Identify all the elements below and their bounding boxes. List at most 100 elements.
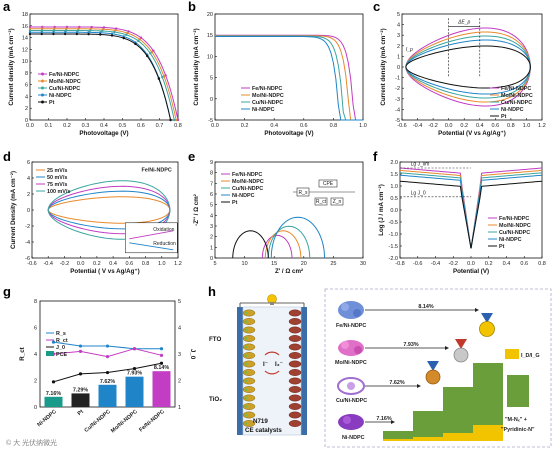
jv-curve-Cu/Ni-NDPC [215,35,363,121]
x-axis-label: Potential (V) [453,268,489,275]
line-marker [51,340,56,344]
x-tick-label: -0.2 [60,261,69,267]
dye-dot [244,413,248,417]
jv-marker [99,33,102,36]
y-axis-label: Current density (mA cm⁻²) [380,28,387,105]
x-tick-label: -0.2 [449,261,458,267]
jv-marker [28,32,32,36]
jv-marker [63,31,67,34]
tio2-particle [242,369,256,376]
y-axis-right-label: J_0 [189,349,196,360]
dye-dot [244,320,248,323]
legend-entry: Mo/Ni-NDPC [499,223,531,229]
ce-particle [288,377,302,385]
tio2-particle [242,343,256,351]
x-tick-label: 0.8 [174,123,182,129]
panel-h: h I⁻ I₃⁻ FTO TiO₂ N719 CE catalysts Fe/N… [208,284,552,448]
panel-a: a 0.0 0.1 0.2 0.3 0.4 0.5 0.6 0.7 0.8 0 2 4 6 8 10 12 14… [3,0,182,137]
annotation-lg-j0: Lg J_0 [411,190,426,196]
pce-label: 8.14% [418,304,433,310]
legend-entry: Fe/Ni-NDPC [501,86,531,92]
ce-particle [288,318,302,325]
y-tick-label: 5 [210,76,213,82]
material-blob-cu [337,377,365,395]
label-fto: FTO [209,336,221,343]
arrow-head-icon [475,308,479,312]
y-tick-label: -1 [395,76,400,82]
jv-marker [122,35,125,38]
x-tick-label: 1.0 [359,123,367,129]
y-tick-label: 1 [210,245,213,251]
pce-label: 7.16% [376,416,391,422]
x-tick-label: -0.6 [27,261,36,267]
legend-entry: Mo/Ni-NDPC [252,93,284,99]
legend-marker [41,86,44,90]
category-label: Mo/Ni-NDPC [110,409,139,434]
y-tick-label: 7 [210,181,213,187]
jv-marker [64,29,68,32]
pce-label: 7.62% [389,380,404,386]
y-tick-label: 6 [25,83,28,89]
y-axis-label: Current Density (mA cm⁻²) [10,171,17,249]
x-tick-label: 0.5 [119,123,127,129]
legend-marker [41,79,44,83]
legend-entry: PCE [56,352,67,358]
x-axis-label: Potential (V vs Ag/Ag⁺) [438,130,506,137]
jv-marker [169,118,172,122]
x-tick-label: 0.8 [507,123,515,129]
jv-marker [63,32,67,36]
x-tick-label: 20 [301,261,307,267]
legend-entry: Fe/Ni-NDPC [499,216,529,222]
jv-marker [122,36,125,40]
legend-entry: Pt [499,244,505,250]
ce-particle [288,386,302,393]
y-right-tick: 4 [178,326,181,332]
nyquist-arc-Pt [232,230,269,259]
y-tick-label: -2 [25,224,30,230]
plot-frame [214,161,364,259]
x-tick-label: -0.8 [395,261,404,267]
x-tick-label: 0.6 [126,261,134,267]
label-tio2: TiO₂ [209,396,222,403]
jv-marker [137,39,140,43]
tio2-particle [242,318,256,325]
y-tick-label: 10 [22,59,28,65]
jv-marker [139,36,143,39]
legend-entry: Ni-NDPC [499,237,522,243]
material-label-mo: Mo/Ni-NDPC [335,360,367,366]
jv-marker [75,31,79,34]
circuit-rct [314,197,328,206]
legend-entry: Pt [232,200,238,206]
x-tick-label: 0.2 [241,123,249,129]
legend-entry: Fe/Ni-NDPC [232,172,262,178]
legend-entry: Cu/Ni-NDPC [49,86,80,92]
label-n719: N719 [253,418,268,425]
label-i3-minus: I₃⁻ [275,361,283,368]
y-tick-label: 18 [22,12,28,18]
y-tick-label: 4 [210,213,213,219]
ce-particle [288,411,302,419]
legend-entry: Cu/Ni-NDPC [232,186,263,192]
jv-marker [176,118,180,122]
panel-f: f -0.8 -0.6 -0.4 -0.2 0.0 0.2 0.4 0.6 0.8 -2.0 -1.… [373,149,546,275]
line-marker [78,349,83,353]
jv-marker [41,25,44,29]
panel-label-h: h [208,284,216,299]
y-tick-label: 14 [22,36,28,42]
material-blob-mo [338,340,364,356]
dye-dot [244,371,248,374]
x-tick-label: 0.0 [467,261,475,267]
y-tick-label: 0 [210,256,213,262]
x-tick-label: 0.6 [520,261,528,267]
y-tick-label: 0.0 [390,208,398,214]
ce-particle [288,343,302,351]
y-tick-label: 0 [27,208,30,214]
x-tick-label: 0.4 [270,123,278,129]
circuit-cpe [318,179,338,188]
material-label-fe: Fe/Ni-NDPC [336,323,366,329]
category-label: Fe/Ni-NDPC [138,409,166,433]
jv-marker [127,30,130,33]
y-tick-label: 15 [207,33,213,39]
panel-g: g 7.16% Ni-NDPC 7.29% Pt 7.62% Cu/Ni-NDPC 7.93… [3,284,196,447]
y-tick-label: 2 [27,192,30,198]
